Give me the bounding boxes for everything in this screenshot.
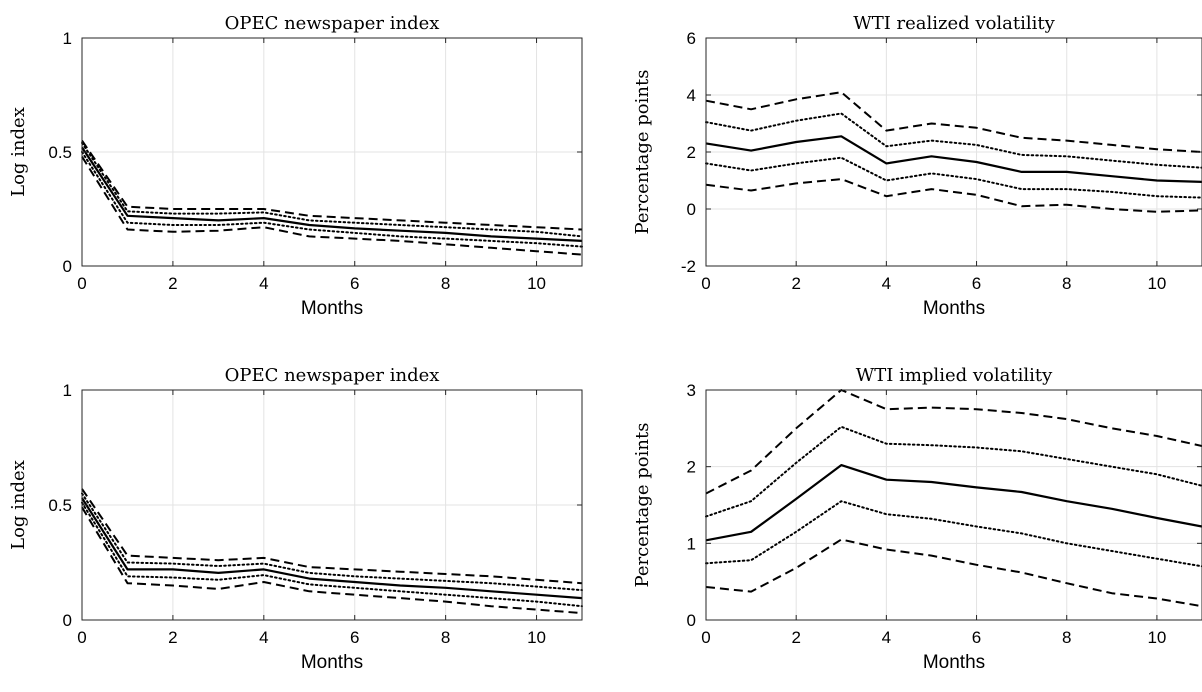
x-tick-label: 4	[259, 628, 268, 647]
series-line-dotted-3	[705, 500, 1202, 568]
y-axis-label: Percentage points	[632, 423, 653, 588]
ticks: 0 2 4 6 8 10 0 0.5 1	[48, 29, 582, 293]
series-line-dashed-4	[705, 178, 1202, 213]
plot-area	[706, 390, 1202, 620]
series-line-dotted-1	[705, 112, 1202, 169]
x-axis-label: Months	[923, 298, 985, 319]
x-tick-label: 8	[441, 628, 450, 647]
series-line-dotted-1	[705, 425, 1202, 518]
panel-opec-index-top: 0 2 4 6 8 10 0 0.5 1 OPEC newspaper index Log ind…	[8, 13, 583, 319]
x-tick-label: 6	[350, 628, 359, 647]
x-tick-label: 2	[791, 274, 800, 293]
x-tick-label: 0	[77, 628, 86, 647]
x-tick-label: 0	[701, 274, 710, 293]
y-tick-label: 0.5	[48, 143, 72, 162]
x-tick-label: 2	[168, 628, 177, 647]
y-tick-label: 4	[687, 86, 696, 105]
x-tick-label: 0	[77, 274, 86, 293]
series-line-solid-2	[81, 146, 583, 242]
y-tick-label: -2	[681, 257, 696, 276]
x-axis-label: Months	[301, 298, 363, 319]
y-tick-label: 1	[63, 381, 72, 400]
series-line-solid-2	[705, 464, 1202, 542]
panel-title: WTI realized volatility	[853, 13, 1055, 34]
series-line-dotted-1	[81, 141, 583, 238]
x-tick-label: 6	[972, 274, 981, 293]
x-tick-label: 10	[1147, 628, 1166, 647]
y-tick-label: 0	[687, 611, 696, 630]
y-axis-label: Log index	[8, 107, 29, 197]
y-tick-label: 1	[687, 534, 696, 553]
y-tick-label: 3	[687, 381, 696, 400]
y-tick-label: 1	[63, 29, 72, 48]
series-line-dashed-4	[81, 506, 583, 615]
y-axis-label: Percentage points	[632, 70, 653, 235]
series-line-dashed-0	[705, 91, 1202, 153]
panel-title: WTI implied volatility	[856, 365, 1053, 386]
panel-title: OPEC newspaper index	[225, 13, 440, 34]
series-line-dotted-3	[81, 151, 583, 248]
x-tick-label: 6	[972, 628, 981, 647]
x-tick-label: 4	[259, 274, 268, 293]
x-tick-label: 10	[527, 274, 546, 293]
series-line-dashed-0	[705, 389, 1202, 495]
x-tick-label: 8	[441, 274, 450, 293]
x-tick-label: 4	[882, 274, 891, 293]
y-axis-label: Log index	[8, 460, 29, 550]
x-axis-label: Months	[301, 652, 363, 673]
y-tick-label: 0.5	[48, 496, 72, 515]
series-line-dashed-0	[81, 140, 583, 231]
series-line-dashed-0	[81, 488, 583, 585]
ticks: 0 2 4 6 8 10 0 1 2 3	[687, 381, 1202, 647]
x-tick-label: 4	[882, 628, 891, 647]
panel-wti-implied-volatility: 0 2 4 6 8 10 0 1 2 3 WTI implied volatility Percen…	[632, 365, 1202, 673]
x-tick-label: 2	[791, 628, 800, 647]
series-group	[81, 140, 583, 256]
y-tick-label: 0	[63, 257, 72, 276]
series-line-dotted-1	[81, 492, 583, 592]
x-tick-label: 8	[1062, 628, 1071, 647]
x-tick-label: 2	[168, 274, 177, 293]
y-tick-label: 0	[63, 611, 72, 630]
x-tick-label: 6	[350, 274, 359, 293]
y-tick-label: 2	[687, 143, 696, 162]
series-line-dotted-3	[81, 501, 583, 608]
x-tick-label: 10	[1147, 274, 1166, 293]
ticks: 0 2 4 6 8 10 0 0.5 1	[48, 381, 582, 647]
x-axis-label: Months	[923, 652, 985, 673]
series-line-dotted-3	[705, 156, 1202, 199]
ticks: 0 2 4 6 8 10 -2 0 2 4 6	[681, 29, 1202, 293]
series-group	[705, 389, 1202, 608]
series-line-dashed-4	[705, 538, 1202, 608]
panel-wti-realized-volatility: 0 2 4 6 8 10 -2 0 2 4 6 WTI realized volatility Per…	[632, 13, 1202, 319]
axes-box	[705, 389, 1202, 621]
y-tick-label: 0	[687, 200, 696, 219]
panel-opec-index-bottom: 0 2 4 6 8 10 0 0.5 1 OPEC newspaper index Log ind…	[8, 365, 583, 673]
y-tick-label: 2	[687, 458, 696, 477]
series-line-solid-2	[705, 135, 1202, 183]
panel-title: OPEC newspaper index	[225, 365, 440, 386]
x-tick-label: 10	[527, 628, 546, 647]
series-group	[705, 91, 1202, 213]
series-line-solid-2	[81, 497, 583, 600]
series-group	[81, 488, 583, 615]
y-tick-label: 6	[687, 29, 696, 48]
x-tick-label: 0	[701, 628, 710, 647]
x-tick-label: 8	[1062, 274, 1071, 293]
